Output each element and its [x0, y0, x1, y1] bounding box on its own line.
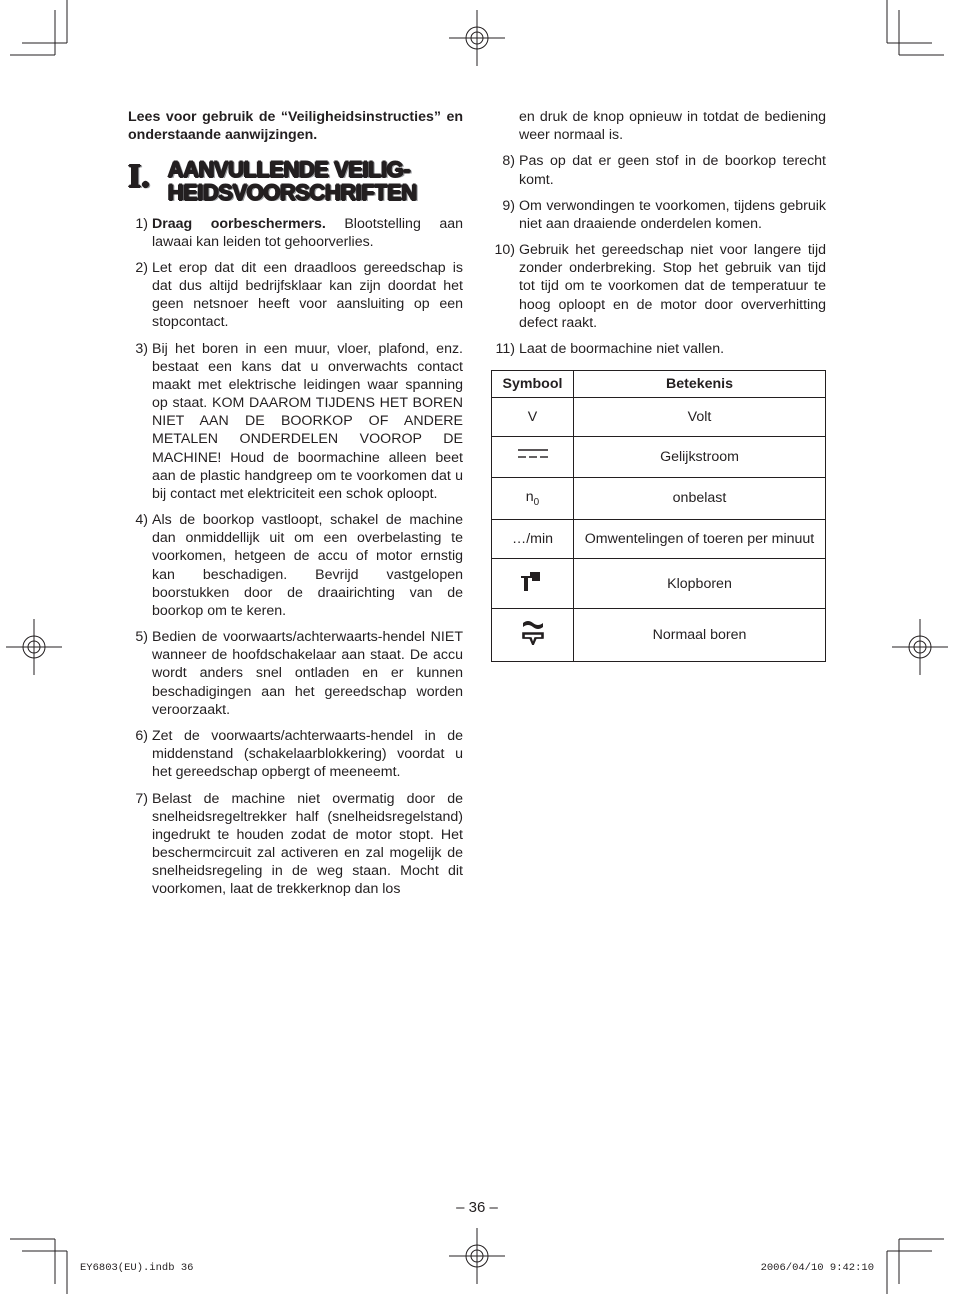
list-number: 4) [128, 511, 152, 620]
list-body: Bij het boren in een muur, vloer, plafon… [152, 340, 463, 504]
page-number: – 36 – [0, 1199, 954, 1216]
list-number [491, 108, 519, 144]
right-list: en druk de knop opnieuw in totdat de bed… [491, 108, 826, 358]
list-body: en druk de knop opnieuw in totdat de bed… [519, 108, 826, 144]
list-body: Gebruik het gereedschap niet voor langer… [519, 241, 826, 332]
list-item: 3)Bij het boren in een muur, vloer, plaf… [128, 340, 463, 504]
footer-left: EY6803(EU).indb 36 [80, 1262, 193, 1274]
list-body: Zet de voorwaarts/achterwaarts-hendel in… [152, 727, 463, 782]
list-item: en druk de knop opnieuw in totdat de bed… [491, 108, 826, 144]
section-title-line1: AANVULLENDE VEILIG- [168, 157, 410, 182]
symbol-table: Symbool Betekenis VVoltGelijkstroomn0onb… [491, 370, 826, 662]
meaning-cell: Normaal boren [574, 609, 826, 661]
section-heading: I. AANVULLENDE VEILIG- HEIDSVOORSCHRIFTE… [128, 158, 463, 204]
symbol-cell [492, 559, 574, 609]
list-number: 11) [491, 340, 519, 358]
list-body: Draag oorbeschermers. Blootstel­ling aan… [152, 215, 463, 251]
meaning-cell: Klopboren [574, 559, 826, 609]
section-title-line2: HEIDSVOORSCHRIFTEN [168, 180, 417, 205]
list-number: 3) [128, 340, 152, 504]
list-body: Belast de machine niet overmatig door de… [152, 790, 463, 899]
list-body: Bedien de voorwaarts/achter­waarts-hende… [152, 628, 463, 719]
list-number: 1) [128, 215, 152, 251]
list-item: 10)Gebruik het gereedschap niet voor lan… [491, 241, 826, 332]
footer-right: 2006/04/10 9:42:10 [761, 1262, 874, 1274]
list-body: Laat de boormachine niet vallen. [519, 340, 826, 358]
list-item: 5)Bedien de voorwaarts/achter­waarts-hen… [128, 628, 463, 719]
symbol-cell: V [492, 398, 574, 437]
table-head-meaning: Betekenis [574, 371, 826, 398]
section-roman: I. [128, 158, 150, 194]
page-content: Lees voor gebruik de “Veiligheidsinstruc… [128, 108, 826, 907]
footer: EY6803(EU).indb 36 2006/04/10 9:42:10 [80, 1262, 874, 1274]
table-row: …/minOmwentelingen of toeren per minuut [492, 520, 826, 559]
list-item: 7)Belast de machine niet overmatig door … [128, 790, 463, 899]
list-body: Pas op dat er geen stof in de boorkop te… [519, 152, 826, 188]
symbol-cell [492, 609, 574, 661]
symbol-cell: …/min [492, 520, 574, 559]
left-column: Lees voor gebruik de “Veiligheidsinstruc… [128, 108, 463, 907]
list-number: 10) [491, 241, 519, 332]
table-row: Gelijkstroom [492, 437, 826, 477]
list-item: 6)Zet de voorwaarts/achterwaarts-hendel … [128, 727, 463, 782]
list-item: 1)Draag oorbeschermers. Blootstel­ling a… [128, 215, 463, 251]
list-item: 9)Om verwondingen te voorkomen, tijdens … [491, 197, 826, 233]
list-body: Let erop dat dit een draadloos gereed­sc… [152, 259, 463, 332]
intro-text: Lees voor gebruik de “Veiligheidsinstruc… [128, 108, 463, 144]
left-list: 1)Draag oorbeschermers. Blootstel­ling a… [128, 215, 463, 899]
list-item: 8)Pas op dat er geen stof in de boorkop … [491, 152, 826, 188]
meaning-cell: Gelijkstroom [574, 437, 826, 477]
list-item: 2)Let erop dat dit een draadloos gereed­… [128, 259, 463, 332]
list-item: 4)Als de boorkop vastloopt, schakel de m… [128, 511, 463, 620]
meaning-cell: onbelast [574, 477, 826, 520]
list-number: 9) [491, 197, 519, 233]
meaning-cell: Volt [574, 398, 826, 437]
list-number: 5) [128, 628, 152, 719]
list-number: 6) [128, 727, 152, 782]
list-number: 8) [491, 152, 519, 188]
right-column: en druk de knop opnieuw in totdat de bed… [491, 108, 826, 907]
list-number: 2) [128, 259, 152, 332]
list-item: 11)Laat de boormachine niet vallen. [491, 340, 826, 358]
list-number: 7) [128, 790, 152, 899]
meaning-cell: Omwentelingen of toeren per minuut [574, 520, 826, 559]
table-row: VVolt [492, 398, 826, 437]
table-head-symbol: Symbool [492, 371, 574, 398]
table-row: n0onbelast [492, 477, 826, 520]
table-row: Normaal boren [492, 609, 826, 661]
table-row: Klopboren [492, 559, 826, 609]
list-body: Als de boorkop vastloopt, schakel de mac… [152, 511, 463, 620]
symbol-cell: n0 [492, 477, 574, 520]
section-title: AANVULLENDE VEILIG- HEIDSVOORSCHRIFTEN [168, 158, 417, 204]
list-body: Om verwondingen te voorkomen, tijdens ge… [519, 197, 826, 233]
symbol-cell [492, 437, 574, 477]
